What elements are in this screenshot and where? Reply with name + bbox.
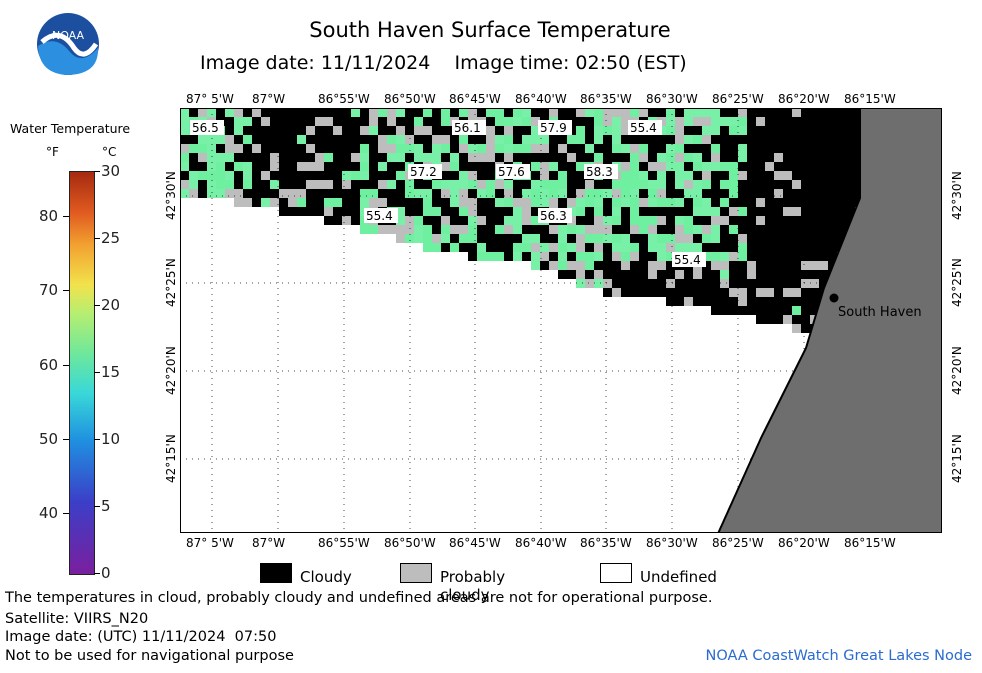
credit-text: NOAA CoastWatch Great Lakes Node [705,648,972,664]
f-tick-mark [63,439,69,440]
c-tick-label: 5 [101,497,111,515]
scale-title: Water Temperature [10,121,131,136]
f-tick-mark [63,215,69,217]
satellite-label: Satellite: VIIRS_N20 [5,611,149,627]
temperature-label: 58.3 [586,165,613,179]
f-tick-mark [63,513,69,515]
c-tick-mark [94,305,100,306]
axis-label: 87°W [252,92,286,106]
probably-cloudy-swatch [400,563,432,583]
axis-label: 86°20'W [778,92,830,106]
f-tick-mark [63,364,69,366]
temperature-label: 57.6 [498,165,525,179]
f-tick-label: 80 [39,206,59,225]
axis-label: 42°30'N [950,171,964,220]
axis-label: 42°25'N [164,258,178,307]
temperature-label: 57.2 [410,165,437,179]
axis-label: 42°25'N [950,258,964,307]
axis-label: 86°40'W [515,536,567,550]
south-haven-dot [829,293,839,303]
city-label: South Haven [838,305,922,320]
c-tick-mark [94,439,100,440]
axis-label: 86°55'W [318,92,370,106]
undefined-label: Undefined [640,568,717,586]
axis-label: 87°W [252,536,286,550]
image-date: Image date: 11/11/2024 [200,52,431,74]
c-tick-label: 30 [101,162,121,180]
axis-label: 86°35'W [580,536,632,550]
axis-label: 42°15'N [164,434,178,483]
temperature-label: 55.4 [674,253,701,267]
axis-label: 87° 5'W [186,92,234,106]
c-tick-mark [94,171,100,172]
c-tick-mark [94,372,100,373]
temperature-label: 55.4 [630,121,657,135]
temperature-label: 56.5 [192,121,219,135]
undefined-swatch [600,563,632,583]
unit-fahrenheit: °F [46,145,59,159]
utc-date: Image date: (UTC) 11/11/2024 07:50 [5,629,277,645]
nav-note: Not to be used for navigational purpose [5,648,294,664]
land-area [717,108,942,533]
c-tick-mark [94,506,100,507]
c-tick-label: 15 [101,363,121,381]
temperature-colorbar [69,171,95,575]
f-tick-label: 50 [39,430,59,448]
axis-label: 86°40'W [515,92,567,106]
axis-label: 86°30'W [646,92,698,106]
temperature-map: 56.5 56.1 57.9 55.4 57.2 57.6 58.3 55.4 56.3 55.4… [180,108,942,533]
axis-label: 86°55'W [318,536,370,550]
page-title: South Haven Surface Temperature [309,18,671,42]
axis-label: 87° 5'W [186,536,234,550]
axis-label: 86°35'W [580,92,632,106]
axis-label: 86°15'W [844,92,896,106]
operational-note: The temperatures in cloud, probably clou… [5,590,713,606]
axis-label: 42°20'N [950,346,964,395]
f-tick-label: 60 [39,355,59,374]
temperature-label: 55.4 [366,209,393,223]
c-tick-label: 25 [101,229,121,247]
c-tick-label: 0 [101,564,111,582]
temperature-labels: 56.5 56.1 57.9 55.4 57.2 57.6 58.3 55.4 56.3 55.4 [190,120,706,267]
image-date-time: Image date: 11/11/2024 Image time: 02:50… [200,52,687,74]
axis-label: 86°25'W [712,92,764,106]
city-marker: South Haven [829,293,922,320]
temperature-label: 56.1 [454,121,481,135]
axis-label: 86°45'W [449,92,501,106]
c-tick-mark [94,573,100,574]
axis-label: 86°45'W [449,536,501,550]
c-tick-label: 20 [101,296,121,314]
f-tick-label: 70 [39,281,59,300]
axis-label: 86°25'W [712,536,764,550]
unit-celsius: °C [102,145,117,159]
map-frame [180,108,942,533]
c-tick-label: 10 [101,430,121,448]
axis-label: 86°15'W [844,536,896,550]
cloudy-swatch [260,563,292,583]
cloudy-label: Cloudy [300,568,352,586]
axis-label: 86°50'W [384,536,436,550]
f-tick-label: 40 [39,504,59,523]
axis-label: 86°20'W [778,536,830,550]
image-time: Image time: 02:50 (EST) [454,52,687,74]
c-tick-mark [94,238,100,239]
axis-label: 86°50'W [384,92,436,106]
axis-label: 42°30'N [164,171,178,220]
probably-cloudy-label: Probably cloudy [440,568,506,604]
axis-label: 42°20'N [164,346,178,395]
temperature-label: 56.3 [540,209,567,223]
f-tick-mark [63,290,69,292]
axis-label: 86°30'W [646,536,698,550]
noaa-logo: NOAA [37,13,99,75]
axis-label: 42°15'N [950,434,964,483]
logo-text: NOAA [52,29,85,42]
temperature-label: 57.9 [540,121,567,135]
